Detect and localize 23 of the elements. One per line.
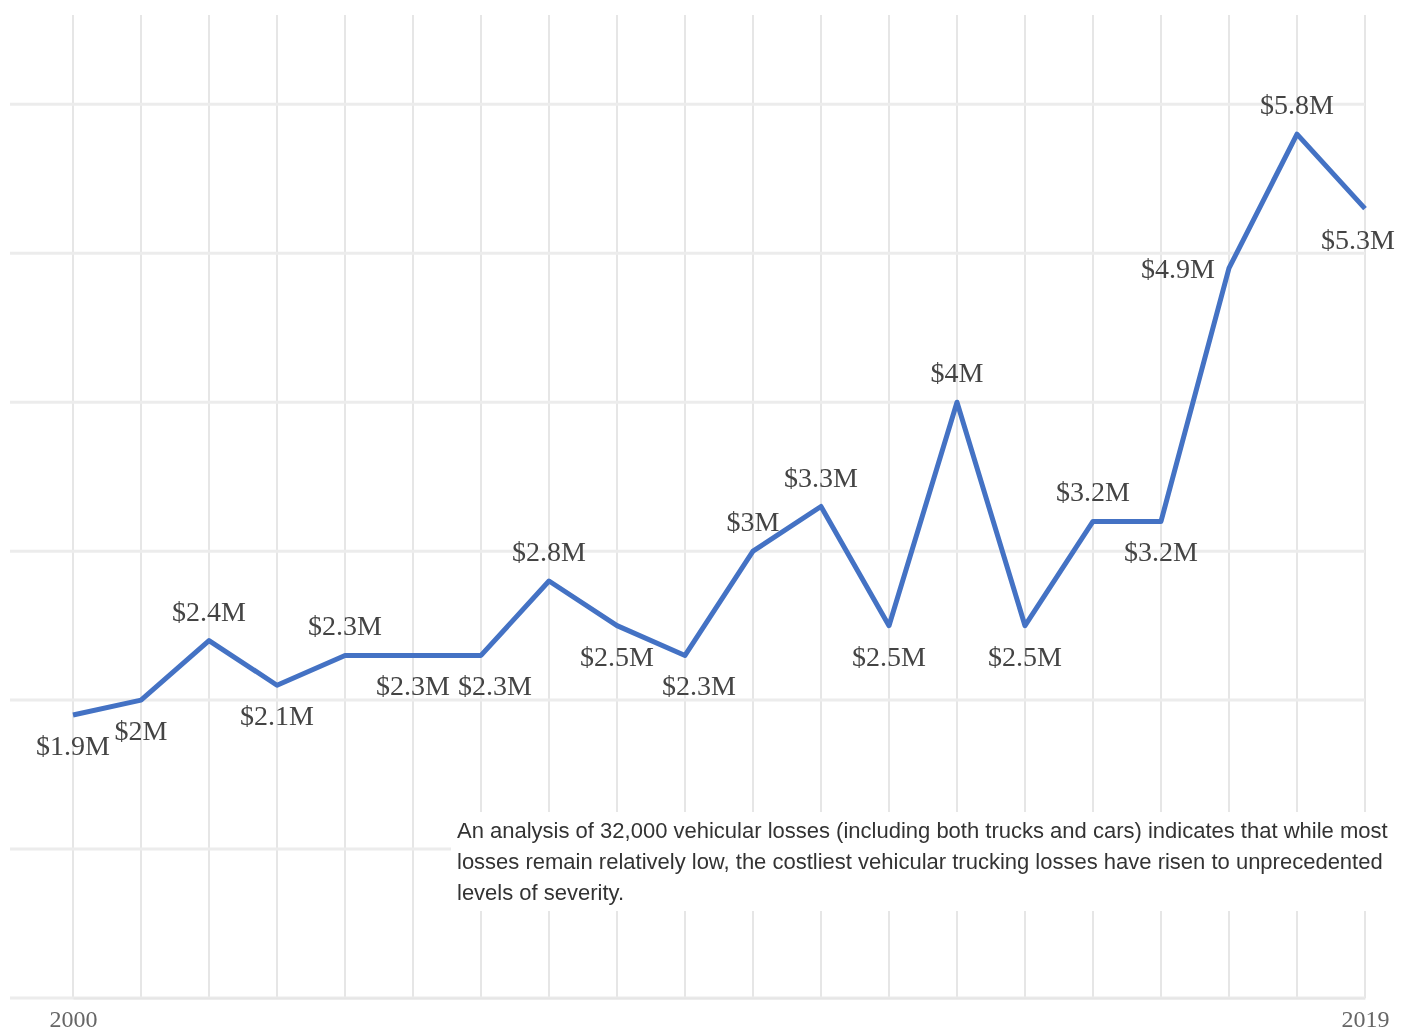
- data-label: $5.3M: [1321, 223, 1396, 255]
- data-label: $5.8M: [1260, 89, 1335, 121]
- data-label: $2.1M: [240, 700, 315, 732]
- data-label: $2.4M: [172, 595, 247, 627]
- x-tick-label: 2000: [49, 1006, 98, 1030]
- data-label: $2.3M: [458, 670, 533, 702]
- annotation: An analysis of 32,000 vehicular losses (including both trucks and cars) indicates that while most losses remain relatively low, the costliest vehicular trucking losses have risen to unprecedented levels of severity.: [457, 818, 1388, 905]
- data-label: $1.9M: [36, 730, 111, 762]
- data-label: $4.9M: [1141, 253, 1216, 285]
- data-label: $3.2M: [1124, 536, 1199, 568]
- data-label: $2.8M: [512, 535, 587, 567]
- data-label: $2M: [114, 715, 168, 747]
- data-label: $4M: [930, 357, 984, 389]
- data-label: $2.3M: [308, 610, 383, 642]
- data-label: $2.3M: [376, 670, 451, 702]
- data-label: $2.3M: [662, 670, 737, 702]
- x-tick-label: 2019: [1341, 1006, 1390, 1030]
- data-label: $2.5M: [988, 640, 1063, 672]
- data-label: $2.5M: [852, 640, 927, 672]
- data-label: $2.5M: [580, 640, 655, 672]
- data-label: $3.2M: [1056, 476, 1131, 508]
- data-label: $3M: [726, 506, 780, 538]
- data-label: $3.3M: [784, 461, 859, 493]
